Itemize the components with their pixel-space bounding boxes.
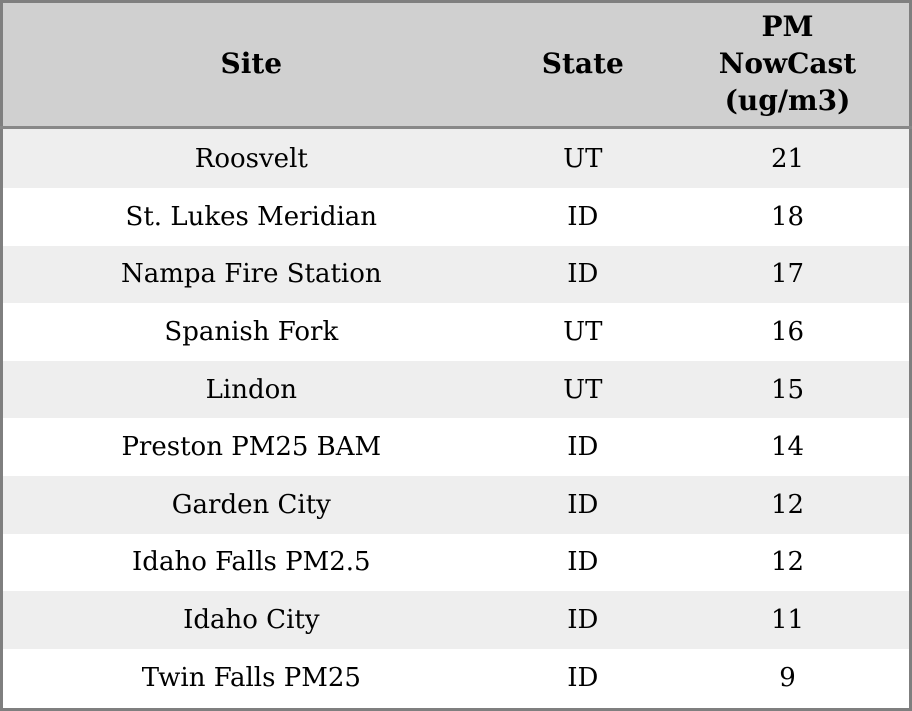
cell-site: Spanish Fork — [164, 317, 339, 348]
table-row: Idaho Falls PM2.5 ID 12 — [1, 533, 911, 592]
cell-site: Lindon — [205, 374, 297, 405]
cell-site: Twin Falls PM25 — [141, 663, 361, 694]
table-row: Spanish Fork UT 16 — [1, 303, 911, 361]
table-row: Roosvelt UT 21 — [1, 127, 911, 188]
cell-pm: 18 — [770, 201, 805, 232]
cell-state: UT — [563, 317, 603, 348]
cell-site: Idaho Falls PM2.5 — [132, 547, 371, 578]
cell-state: ID — [567, 605, 599, 636]
cell-site: Preston PM25 BAM — [121, 432, 382, 463]
table-row: Nampa Fire Station ID 17 — [1, 245, 911, 304]
cell-pm: 14 — [770, 432, 805, 463]
cell-pm: 17 — [770, 259, 805, 290]
table-row: Garden City ID 12 — [1, 476, 911, 534]
cell-pm: 15 — [770, 374, 805, 405]
table-row: Lindon UT 15 — [1, 360, 911, 419]
cell-pm: 11 — [770, 605, 805, 636]
cell-pm: 9 — [779, 663, 796, 694]
cell-state: ID — [567, 663, 599, 694]
column-header-site: Site — [1, 1, 500, 129]
cell-state: UT — [563, 374, 603, 405]
table-row: Idaho City ID 11 — [1, 591, 911, 649]
cell-state: ID — [567, 547, 599, 578]
header-row: Site State PM NowCast (ug/m3) — [1, 1, 911, 129]
table-header: Site State PM NowCast (ug/m3) — [1, 1, 911, 129]
cell-state: ID — [567, 432, 599, 463]
cell-state: ID — [567, 259, 599, 290]
table-row: St. Lukes Meridian ID 18 — [1, 188, 911, 246]
table-row: Twin Falls PM25 ID 9 — [1, 648, 911, 710]
cell-pm: 12 — [770, 547, 805, 578]
cell-pm: 16 — [770, 317, 805, 348]
column-header-pm-nowcast: PM NowCast (ug/m3) — [665, 1, 911, 129]
cell-site: Idaho City — [183, 605, 320, 636]
column-header-state: State — [499, 1, 666, 129]
cell-state: UT — [563, 143, 603, 174]
cell-site: Garden City — [171, 489, 331, 520]
cell-pm: 12 — [770, 489, 805, 520]
cell-state: ID — [567, 489, 599, 520]
table-body: Roosvelt UT 21 St. Lukes Meridian ID 18 … — [1, 127, 911, 710]
cell-site: Roosvelt — [194, 143, 308, 174]
cell-site: St. Lukes Meridian — [125, 201, 378, 232]
cell-state: ID — [567, 201, 599, 232]
cell-pm: 21 — [770, 143, 805, 174]
table-row: Preston PM25 BAM ID 14 — [1, 418, 911, 477]
cell-site: Nampa Fire Station — [120, 259, 382, 290]
